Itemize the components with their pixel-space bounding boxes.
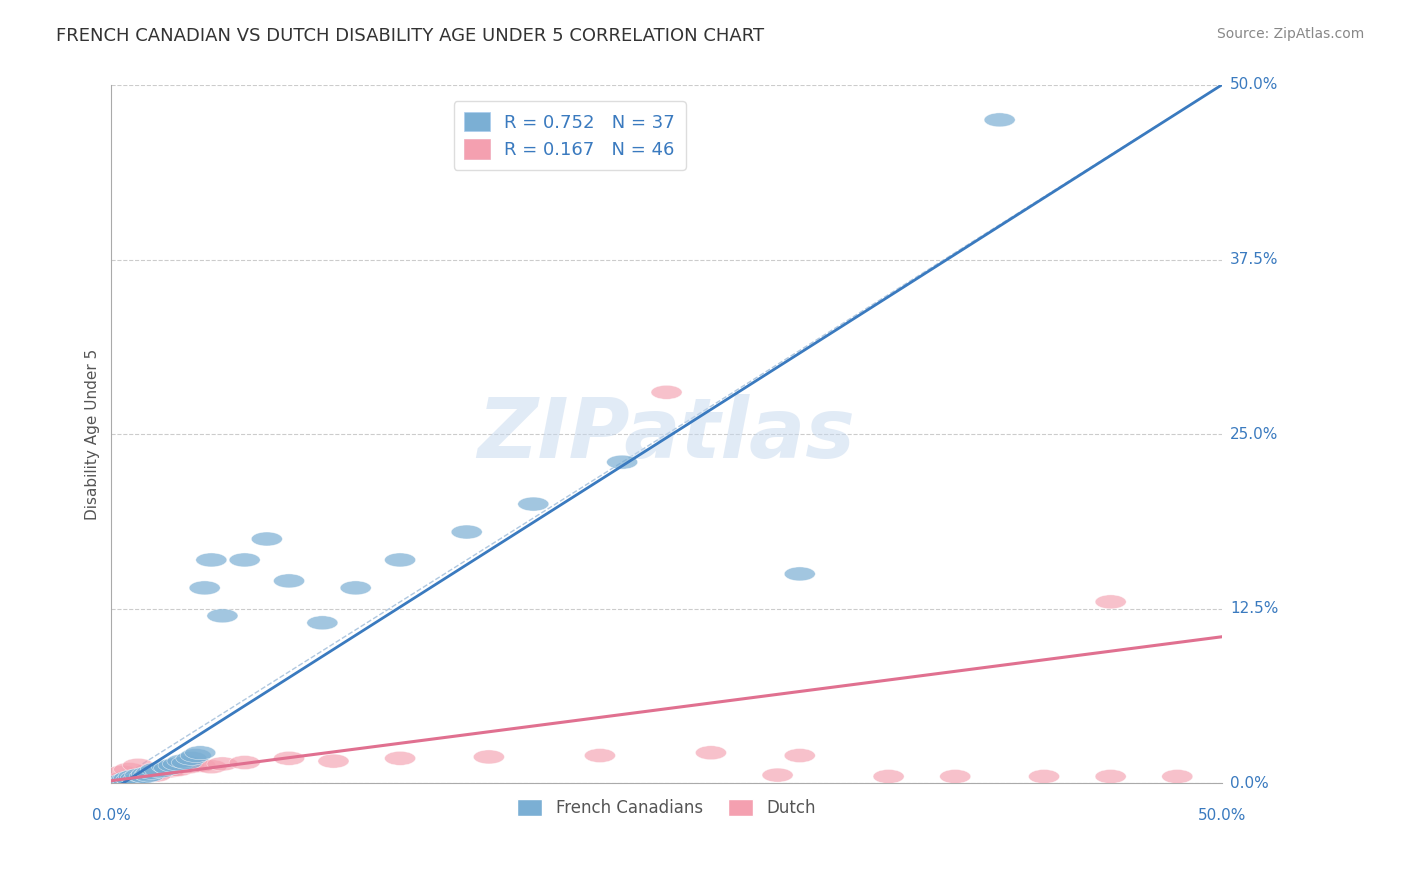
- Ellipse shape: [107, 773, 138, 788]
- Ellipse shape: [153, 761, 184, 775]
- Ellipse shape: [340, 581, 371, 595]
- Ellipse shape: [1161, 770, 1192, 783]
- Ellipse shape: [149, 764, 180, 778]
- Ellipse shape: [145, 765, 176, 780]
- Ellipse shape: [136, 767, 167, 780]
- Ellipse shape: [118, 770, 149, 783]
- Ellipse shape: [274, 574, 305, 588]
- Text: 12.5%: 12.5%: [1230, 601, 1278, 616]
- Ellipse shape: [167, 754, 198, 768]
- Ellipse shape: [606, 455, 638, 469]
- Ellipse shape: [131, 767, 163, 780]
- Ellipse shape: [873, 770, 904, 783]
- Ellipse shape: [111, 772, 142, 786]
- Ellipse shape: [121, 771, 152, 785]
- Ellipse shape: [145, 764, 176, 778]
- Ellipse shape: [176, 751, 207, 765]
- Ellipse shape: [134, 768, 165, 782]
- Ellipse shape: [141, 768, 172, 782]
- Ellipse shape: [252, 532, 283, 546]
- Ellipse shape: [229, 553, 260, 567]
- Ellipse shape: [122, 772, 153, 786]
- Ellipse shape: [115, 772, 148, 786]
- Ellipse shape: [105, 772, 136, 786]
- Legend: French Canadians, Dutch: French Canadians, Dutch: [510, 793, 823, 824]
- Text: Source: ZipAtlas.com: Source: ZipAtlas.com: [1216, 27, 1364, 41]
- Ellipse shape: [184, 758, 215, 772]
- Ellipse shape: [163, 763, 194, 777]
- Text: FRENCH CANADIAN VS DUTCH DISABILITY AGE UNDER 5 CORRELATION CHART: FRENCH CANADIAN VS DUTCH DISABILITY AGE …: [56, 27, 765, 45]
- Ellipse shape: [384, 553, 416, 567]
- Ellipse shape: [136, 765, 167, 780]
- Ellipse shape: [131, 767, 163, 780]
- Ellipse shape: [129, 770, 160, 783]
- Ellipse shape: [696, 746, 727, 760]
- Ellipse shape: [307, 615, 337, 630]
- Ellipse shape: [195, 553, 226, 567]
- Ellipse shape: [141, 763, 172, 777]
- Ellipse shape: [125, 768, 156, 782]
- Ellipse shape: [129, 768, 160, 782]
- Ellipse shape: [1029, 770, 1060, 783]
- Ellipse shape: [157, 763, 190, 777]
- Text: 0.0%: 0.0%: [91, 808, 131, 823]
- Ellipse shape: [384, 751, 416, 765]
- Ellipse shape: [762, 768, 793, 782]
- Text: 37.5%: 37.5%: [1230, 252, 1278, 267]
- Ellipse shape: [207, 757, 238, 771]
- Ellipse shape: [114, 771, 145, 785]
- Ellipse shape: [585, 748, 616, 763]
- Ellipse shape: [153, 764, 184, 778]
- Ellipse shape: [121, 770, 152, 783]
- Ellipse shape: [103, 773, 134, 788]
- Ellipse shape: [451, 525, 482, 539]
- Ellipse shape: [173, 760, 205, 773]
- Ellipse shape: [127, 770, 157, 783]
- Ellipse shape: [172, 756, 202, 770]
- Ellipse shape: [184, 746, 215, 760]
- Ellipse shape: [125, 768, 156, 782]
- Y-axis label: Disability Age Under 5: Disability Age Under 5: [86, 349, 100, 520]
- Text: 0.0%: 0.0%: [1230, 776, 1268, 791]
- Ellipse shape: [180, 748, 211, 763]
- Ellipse shape: [114, 771, 145, 785]
- Text: 50.0%: 50.0%: [1230, 78, 1278, 93]
- Ellipse shape: [190, 581, 221, 595]
- Ellipse shape: [118, 771, 149, 785]
- Ellipse shape: [141, 765, 172, 780]
- Ellipse shape: [134, 768, 165, 782]
- Ellipse shape: [163, 757, 194, 771]
- Ellipse shape: [122, 758, 153, 772]
- Ellipse shape: [114, 763, 145, 777]
- Text: ZIPatlas: ZIPatlas: [478, 393, 855, 475]
- Ellipse shape: [1095, 595, 1126, 609]
- Ellipse shape: [110, 771, 141, 785]
- Ellipse shape: [274, 751, 305, 765]
- Ellipse shape: [984, 113, 1015, 127]
- Ellipse shape: [157, 758, 190, 772]
- Ellipse shape: [122, 770, 153, 783]
- Ellipse shape: [474, 750, 505, 764]
- Ellipse shape: [195, 760, 226, 773]
- Ellipse shape: [517, 497, 548, 511]
- Ellipse shape: [785, 567, 815, 581]
- Ellipse shape: [207, 609, 238, 623]
- Ellipse shape: [107, 772, 138, 786]
- Ellipse shape: [1095, 770, 1126, 783]
- Ellipse shape: [115, 770, 148, 783]
- Ellipse shape: [651, 385, 682, 400]
- Text: 50.0%: 50.0%: [1198, 808, 1246, 823]
- Text: 25.0%: 25.0%: [1230, 426, 1278, 442]
- Ellipse shape: [318, 754, 349, 768]
- Ellipse shape: [785, 748, 815, 763]
- Ellipse shape: [152, 760, 183, 773]
- Ellipse shape: [111, 772, 142, 786]
- Ellipse shape: [229, 756, 260, 770]
- Ellipse shape: [939, 770, 970, 783]
- Ellipse shape: [107, 765, 138, 780]
